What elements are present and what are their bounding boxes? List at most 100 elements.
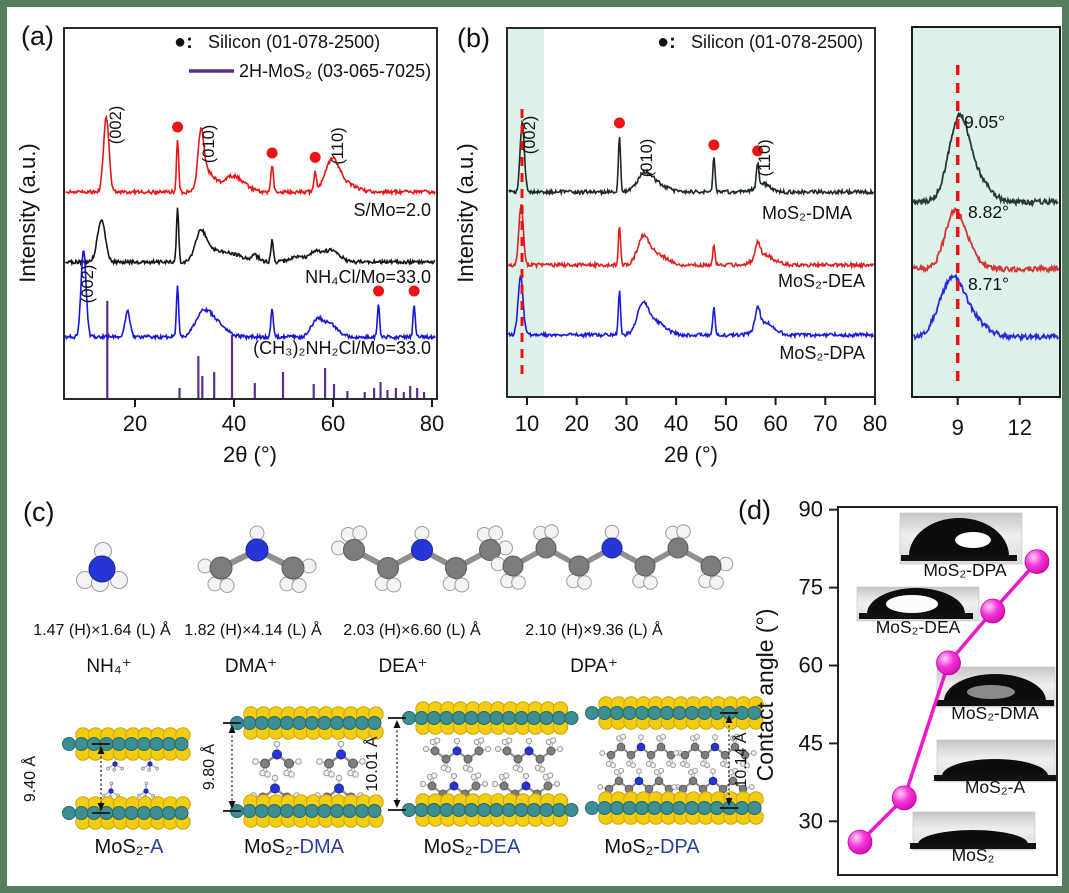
series-b-dpa-label: MoS₂-DPA bbox=[779, 343, 865, 363]
panel-d-plot: 30 45 60 75 90 bbox=[799, 497, 1058, 876]
atom bbox=[597, 801, 612, 815]
atom bbox=[242, 716, 257, 730]
y-tick-label: 45 bbox=[799, 730, 823, 755]
legend-a-silicon-label: Silicon (01-078-2500) bbox=[208, 32, 380, 52]
atom bbox=[694, 733, 700, 740]
atom bbox=[747, 706, 762, 720]
atom bbox=[671, 784, 678, 790]
atom bbox=[720, 750, 730, 760]
atom bbox=[673, 750, 680, 756]
data-point bbox=[847, 829, 873, 855]
atom bbox=[124, 806, 139, 820]
atom bbox=[704, 762, 710, 769]
atom bbox=[552, 711, 566, 725]
atom bbox=[553, 780, 561, 788]
atom bbox=[280, 716, 294, 730]
atom bbox=[330, 716, 344, 730]
atom bbox=[324, 758, 334, 769]
atom bbox=[124, 737, 139, 751]
atom bbox=[646, 750, 656, 760]
ion-name-dma: DMA⁺ bbox=[225, 656, 277, 677]
spacing-label-dma: 9.80 Å bbox=[199, 744, 218, 791]
atom bbox=[109, 781, 114, 786]
atom bbox=[477, 711, 491, 725]
panel-a-frame bbox=[63, 27, 438, 400]
atom bbox=[654, 776, 664, 786]
x-tick-label: 10 bbox=[515, 411, 539, 436]
panel-c-diagram bbox=[62, 524, 764, 830]
atom bbox=[750, 750, 757, 756]
peak-label-b-002: (002) bbox=[521, 116, 539, 155]
atom bbox=[524, 746, 534, 756]
atom bbox=[710, 768, 716, 775]
atom bbox=[539, 766, 546, 773]
water-droplet bbox=[918, 830, 1028, 844]
x-tick-label: 30 bbox=[614, 411, 638, 436]
substrate-line bbox=[901, 555, 1017, 561]
atom bbox=[445, 557, 467, 579]
atom bbox=[317, 716, 332, 730]
panel-a-ylabel: Intensity (a.u.) bbox=[15, 143, 40, 282]
atom bbox=[355, 804, 369, 818]
atom bbox=[700, 555, 722, 577]
atom bbox=[539, 803, 554, 817]
atom bbox=[334, 783, 344, 794]
atom bbox=[108, 788, 114, 794]
data-point bbox=[936, 650, 961, 676]
atom bbox=[162, 806, 176, 820]
atom bbox=[219, 578, 235, 593]
silicon-dot bbox=[708, 139, 720, 151]
atom bbox=[643, 575, 658, 590]
atom bbox=[656, 742, 666, 752]
atom bbox=[489, 711, 504, 725]
series-b-dma-label: MoS₂-DMA bbox=[762, 203, 852, 223]
y-tick-label: 30 bbox=[799, 808, 823, 833]
atom bbox=[479, 539, 501, 561]
atom bbox=[626, 750, 636, 760]
atom bbox=[546, 746, 556, 756]
x-tick-label: 40 bbox=[664, 411, 688, 436]
molecule-size-dma: 1.82 (H)×4.14 (L) Å bbox=[184, 620, 322, 639]
atom bbox=[616, 742, 626, 752]
atom bbox=[439, 711, 454, 725]
atom bbox=[481, 780, 489, 788]
atom bbox=[137, 793, 141, 798]
atom bbox=[748, 784, 755, 790]
atom bbox=[564, 803, 579, 817]
atom bbox=[342, 716, 357, 730]
atom bbox=[74, 806, 89, 820]
y-tick-label: 60 bbox=[799, 652, 823, 677]
arrowhead-up bbox=[393, 720, 401, 728]
atom bbox=[525, 737, 533, 745]
atom bbox=[697, 801, 712, 815]
atom bbox=[730, 742, 740, 752]
atom bbox=[367, 804, 382, 818]
atom bbox=[295, 758, 302, 765]
atom bbox=[499, 781, 509, 791]
atom bbox=[535, 754, 545, 764]
atom bbox=[685, 706, 699, 720]
atom bbox=[475, 772, 482, 779]
atom bbox=[647, 706, 662, 720]
panel-d-frame bbox=[837, 506, 1058, 876]
atom bbox=[688, 776, 698, 786]
atom bbox=[441, 754, 451, 764]
atom bbox=[62, 806, 76, 820]
atom bbox=[506, 737, 513, 744]
atom bbox=[336, 749, 346, 760]
atom bbox=[680, 750, 690, 760]
x-tick-label: 60 bbox=[763, 411, 787, 436]
atom bbox=[255, 716, 269, 730]
atom bbox=[597, 706, 612, 720]
atom bbox=[618, 767, 624, 774]
atom bbox=[502, 555, 524, 577]
atom bbox=[684, 762, 690, 769]
atom bbox=[255, 804, 269, 818]
atom bbox=[252, 758, 259, 765]
data-point bbox=[891, 785, 917, 811]
panel-a-plot: 20 40 60 80 bbox=[63, 27, 444, 436]
atom bbox=[660, 733, 666, 740]
atom bbox=[527, 803, 541, 817]
atom bbox=[317, 804, 332, 818]
